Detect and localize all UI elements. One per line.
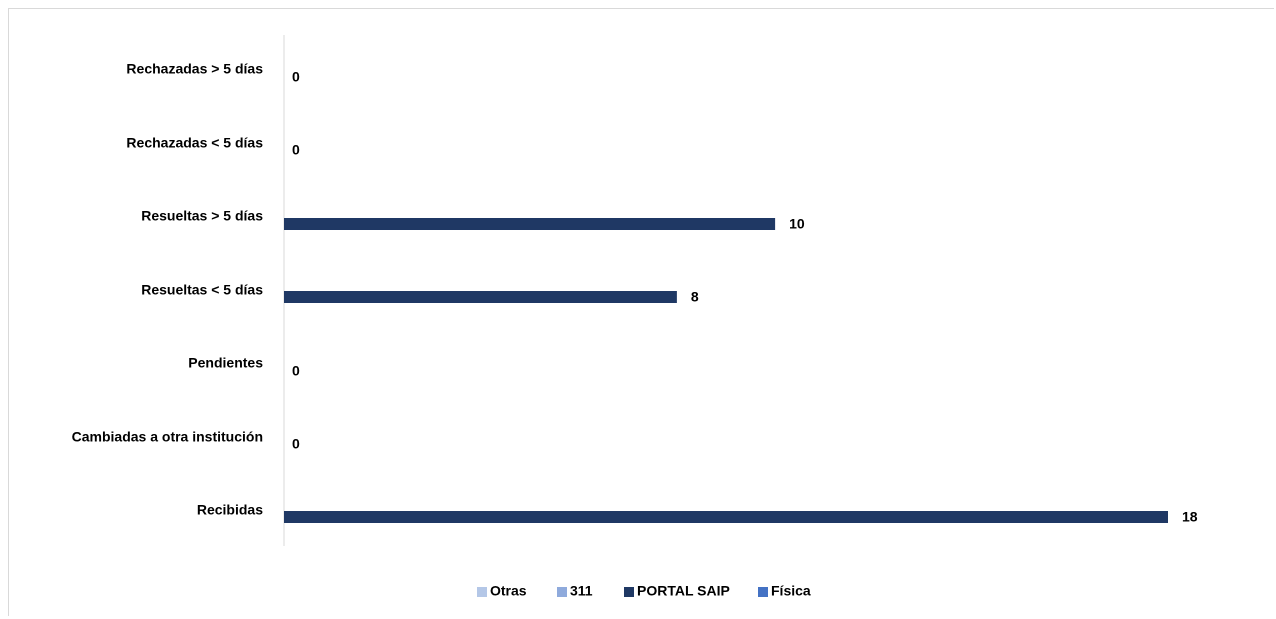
bar-portal-saip (284, 511, 1168, 523)
legend-swatch (758, 587, 768, 597)
category-label: Pendientes (188, 355, 263, 371)
legend-swatch (477, 587, 487, 597)
data-label: 10 (789, 216, 805, 232)
bar-portal-saip (284, 218, 776, 230)
legend-label: Física (771, 583, 811, 599)
category-label: Recibidas (197, 502, 263, 518)
legend-label: PORTAL SAIP (637, 583, 730, 599)
bar-portal-saip (284, 291, 677, 303)
legend-label: Otras (490, 583, 527, 599)
category-label: Rechazadas < 5 días (126, 135, 263, 151)
data-label: 18 (1182, 509, 1198, 525)
legend-swatch (557, 587, 567, 597)
legend-label: 311 (570, 583, 593, 599)
data-label: 0 (292, 142, 300, 158)
data-label: 0 (292, 69, 300, 85)
category-label: Rechazadas > 5 días (126, 61, 263, 77)
category-label: Resueltas < 5 días (141, 282, 263, 298)
legend-swatch (624, 587, 634, 597)
data-label: 0 (292, 436, 300, 452)
data-label: 8 (691, 289, 699, 305)
data-label: 0 (292, 363, 300, 379)
chart-frame (8, 8, 1274, 616)
category-label: Cambiadas a otra institución (72, 429, 263, 445)
category-label: Resueltas > 5 días (141, 208, 263, 224)
